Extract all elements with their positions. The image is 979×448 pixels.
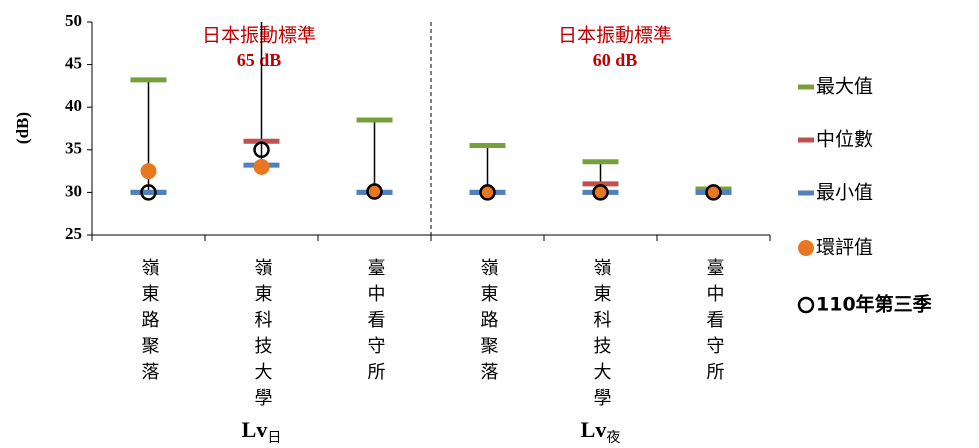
group-label-sub: 夜 [606,430,620,446]
annotation: 日本振動標準 [202,25,316,47]
group-label-sub: 日 [267,430,281,446]
x-tick-label: 臺中看守所 [704,258,725,388]
season-point [366,183,383,200]
legend-label: 最小值 [816,182,873,204]
annotation: 65 dB [237,50,282,70]
group-label-main: Lv [581,417,607,442]
x-tick-label: 嶺東科技大學 [252,258,273,414]
group-label-main: Lv [242,417,268,442]
y-tick-label: 50 [65,11,82,30]
season-point [140,184,157,201]
group-label: Lv日 [242,417,282,446]
x-tick-label: 嶺東科技大學 [591,258,612,414]
season-point [253,141,270,159]
group-label: Lv夜 [581,417,621,446]
x-tick-label: 嶺東路聚落 [478,258,499,388]
legend-label: 中位數 [816,129,873,151]
legend-marker [798,240,814,256]
env-point [479,184,496,201]
season-point [479,184,496,201]
annotation: 60 dB [593,50,638,70]
x-tick-label: 嶺東路聚落 [139,258,160,388]
env-point [140,163,157,180]
y-axis-label: (dB) [13,112,32,144]
y-tick-label: 30 [65,181,82,200]
legend-marker [797,296,815,314]
season-point [705,184,722,201]
env-point [705,184,722,201]
env-point [592,184,609,201]
env-point [366,183,383,200]
y-tick-label: 35 [65,139,82,158]
legend-label: 最大值 [816,76,873,98]
plot-area [130,22,732,201]
legend-label: 環評值 [816,237,873,259]
annotation: 日本振動標準 [558,25,672,47]
y-tick-label: 45 [65,54,82,73]
y-tick-label: 40 [65,96,82,115]
y-tick-label: 25 [65,224,82,243]
legend-label: 110年第三季 [816,293,932,316]
season-point [592,184,609,201]
x-tick-label: 臺中看守所 [365,258,386,388]
env-point [253,158,270,175]
